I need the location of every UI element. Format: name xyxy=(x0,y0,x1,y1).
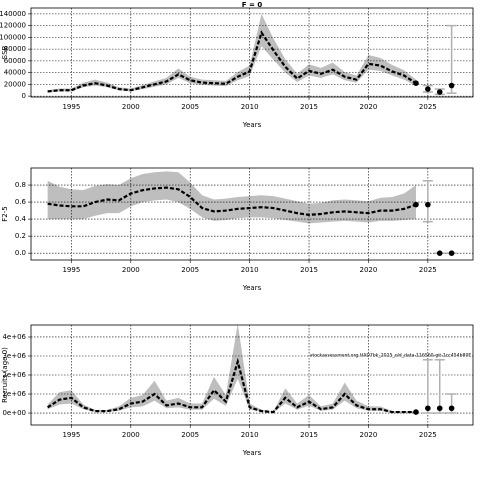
last-point xyxy=(413,201,419,208)
x-tick-label: 2015 xyxy=(300,431,318,439)
confidence-band xyxy=(47,171,416,224)
projection-point xyxy=(436,89,443,95)
x-tick-label: 2020 xyxy=(360,431,378,439)
y-tick-label: 0.0 xyxy=(15,249,26,257)
y-tick-label: 100000 xyxy=(0,33,26,41)
x-tick-label: 2005 xyxy=(181,103,199,111)
projection-point xyxy=(425,405,431,412)
y-tick-label: 0e+00 xyxy=(2,409,26,417)
y-tick-label: 2e+06 xyxy=(2,371,26,379)
y-tick-label: 0.4 xyxy=(15,215,27,223)
y-axis-label: F2-5 xyxy=(1,206,9,221)
projection-point xyxy=(448,405,455,412)
y-tick-label: 0.2 xyxy=(15,232,26,240)
projection-point xyxy=(425,201,431,208)
median-line xyxy=(47,357,416,414)
x-axis-label: Years xyxy=(242,284,262,292)
x-tick-label: 2000 xyxy=(122,431,140,439)
y-tick-label: 60000 xyxy=(4,57,26,65)
projection-point xyxy=(448,250,455,256)
y-tick-label: 120000 xyxy=(0,22,26,30)
x-tick-label: 2010 xyxy=(241,431,259,439)
y-tick-label: 3e+06 xyxy=(2,352,26,360)
median-line xyxy=(47,30,417,93)
x-tick-label: 2010 xyxy=(241,103,259,111)
chart-title: F = 0 xyxy=(242,1,263,9)
x-axis-label: Years xyxy=(242,121,262,129)
plot-frame xyxy=(30,324,474,426)
projection-point xyxy=(436,405,443,412)
x-tick-label: 1995 xyxy=(62,431,80,439)
confidence-band xyxy=(47,13,416,93)
y-tick-label: 0 xyxy=(22,92,26,100)
y-axis-label: Recruits (age 0) xyxy=(1,347,9,403)
x-tick-label: 1995 xyxy=(62,266,80,274)
x-tick-label: 2025 xyxy=(419,266,437,274)
plot-frame xyxy=(30,167,474,261)
projection-point xyxy=(448,82,455,89)
projection-point xyxy=(425,86,431,92)
x-tick-label: 2000 xyxy=(122,266,140,274)
x-tick-label: 2005 xyxy=(181,431,199,439)
y-tick-label: 80000 xyxy=(4,45,26,53)
x-tick-label: 1995 xyxy=(62,103,80,111)
y-tick-label: 140000 xyxy=(0,10,26,18)
last-point xyxy=(413,409,419,415)
last-point xyxy=(413,80,419,86)
plot-frame xyxy=(30,7,474,98)
x-tick-label: 2020 xyxy=(360,266,378,274)
x-tick-label: 2000 xyxy=(122,103,140,111)
x-tick-label: 2015 xyxy=(300,103,318,111)
y-tick-label: 20000 xyxy=(4,80,26,88)
y-tick-label: 0.8 xyxy=(15,181,26,189)
x-tick-label: 2010 xyxy=(241,266,259,274)
y-tick-label: 1e+06 xyxy=(2,390,26,398)
y-tick-label: 0.6 xyxy=(15,198,27,206)
y-tick-label: 4e+06 xyxy=(2,333,26,341)
x-tick-label: 2025 xyxy=(419,103,437,111)
x-tick-label: 2015 xyxy=(300,266,318,274)
x-tick-label: 2025 xyxy=(419,431,437,439)
x-tick-label: 2005 xyxy=(181,266,199,274)
y-tick-label: 40000 xyxy=(4,69,26,77)
x-axis-label: Years xyxy=(242,449,262,457)
x-tick-label: 2020 xyxy=(360,103,378,111)
annotation: stockassessment.org HAD7bk_2025_old_data… xyxy=(310,353,471,359)
confidence-band xyxy=(47,323,416,413)
median-line xyxy=(47,186,417,216)
projection-point xyxy=(436,250,443,256)
y-axis-label: SSB xyxy=(1,45,9,59)
